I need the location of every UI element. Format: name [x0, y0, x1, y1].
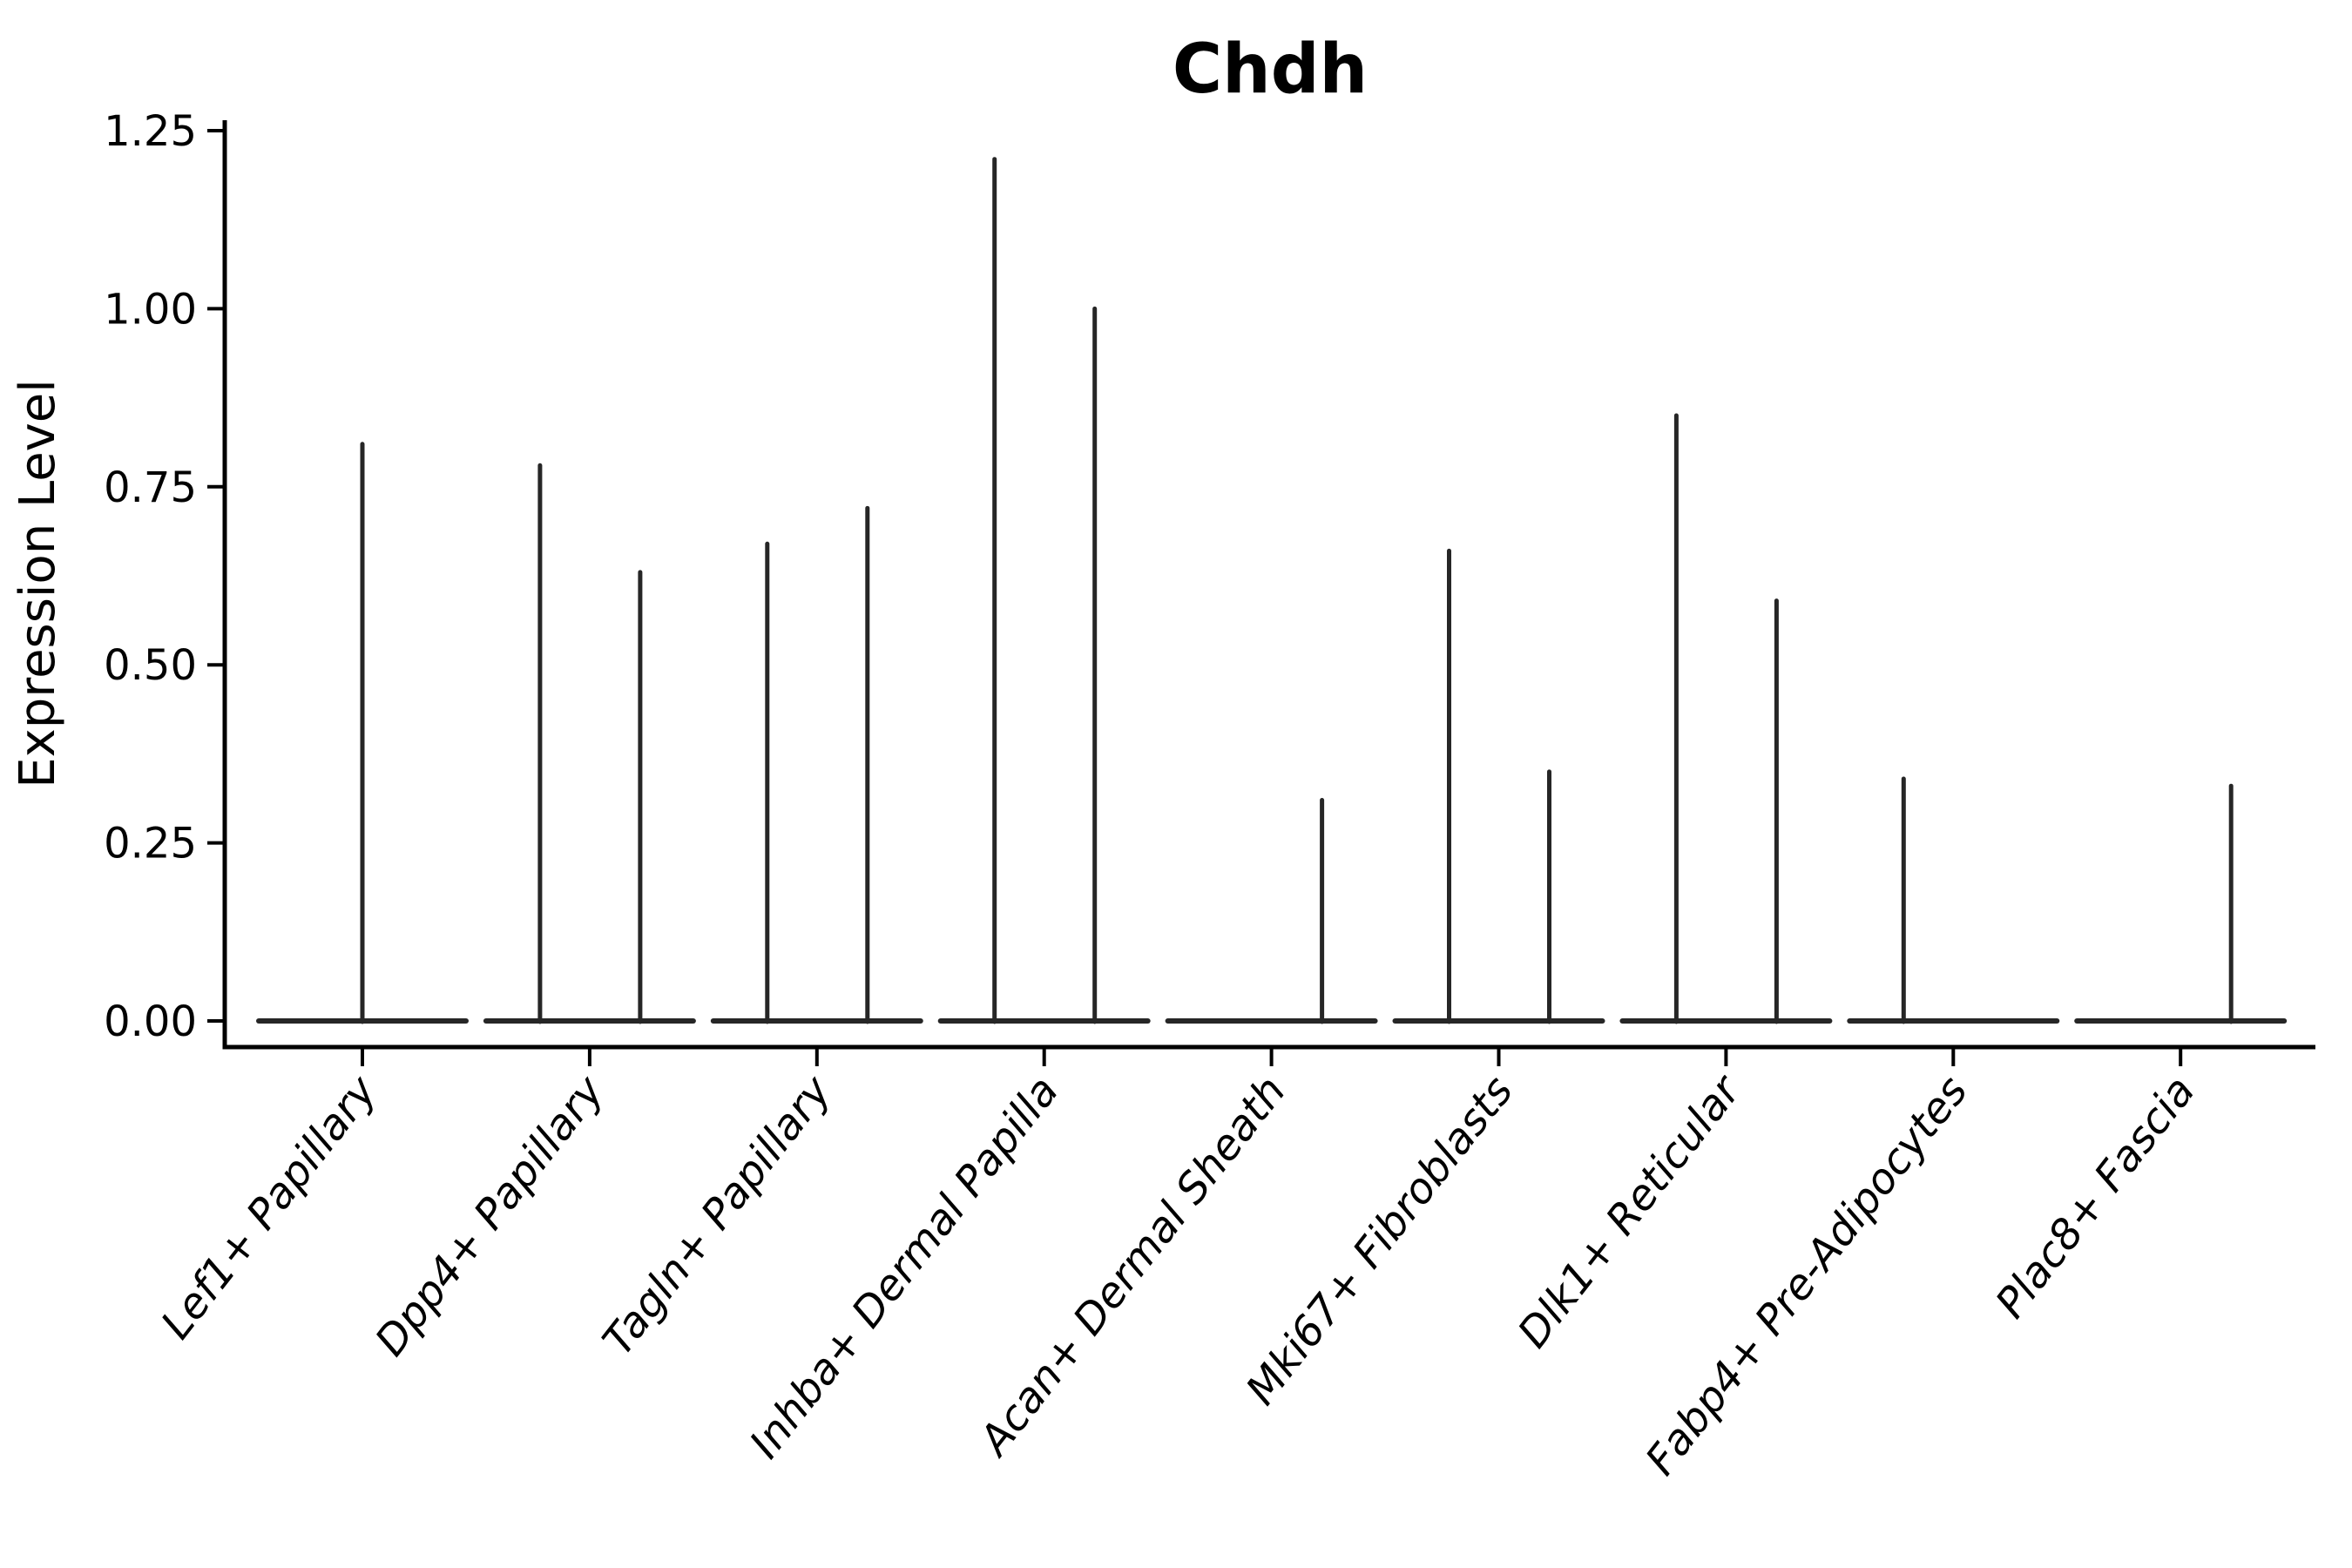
y-tick-label: 0.50	[104, 641, 197, 690]
violin-group	[937, 157, 1151, 1024]
y-tick-label: 1.00	[104, 285, 197, 334]
violin-group	[256, 442, 469, 1024]
y-tick-label: 0.25	[104, 820, 197, 868]
violin-layer	[256, 157, 2288, 1024]
x-tick-label: Lef1+ Papillary	[152, 1066, 387, 1348]
x-tick-label: Mki67+ Fibroblasts	[1237, 1067, 1523, 1414]
x-tick-label: Plac8+ Fascia	[1986, 1067, 2205, 1328]
chart-title: Chdh	[1173, 30, 1368, 109]
x-tick-label: Dlk1+ Reticular	[1509, 1064, 1752, 1356]
y-axis-label: Expression Level	[10, 379, 66, 788]
violin-group	[1165, 798, 1378, 1024]
violin-group	[1847, 776, 2060, 1024]
y-tick-label: 0.00	[104, 997, 197, 1046]
violin-group	[1392, 548, 1605, 1024]
x-tick-label: Dpp4+ Papillary	[366, 1066, 614, 1365]
y-tick-label: 1.25	[104, 107, 197, 156]
violin-group	[2074, 783, 2288, 1024]
violin-group	[1619, 413, 1833, 1024]
violin-group	[710, 505, 923, 1024]
x-tick-label: Tagln+ Papillary	[593, 1066, 841, 1364]
y-tick-label: 0.75	[104, 463, 197, 512]
violin-group	[483, 463, 696, 1024]
